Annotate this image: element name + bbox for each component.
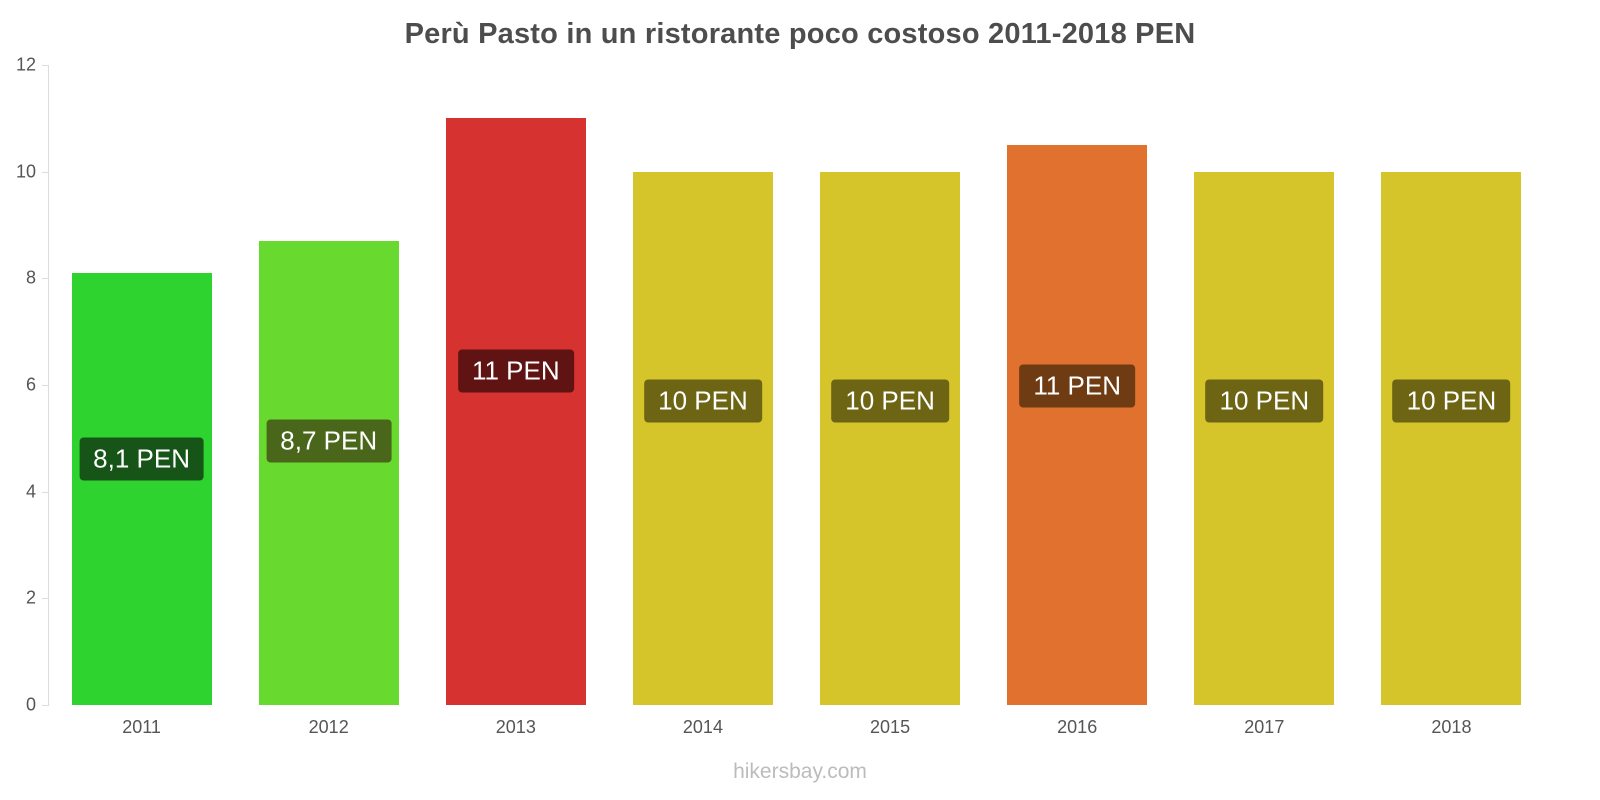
x-axis-label-2012: 2012 xyxy=(308,717,349,737)
bar-value-label-2018: 10 PEN xyxy=(1392,379,1511,423)
bar-slot-2012: 8,7 PEN 2012 xyxy=(235,65,422,737)
y-axis-tick-label: 4 xyxy=(25,481,36,502)
bar-2017: 10 PEN xyxy=(1194,171,1335,705)
y-axis-tick-mark xyxy=(42,278,48,280)
x-axis-label-2015: 2015 xyxy=(870,717,911,737)
bar-slot-2013: 11 PEN 2013 xyxy=(422,65,609,737)
y-axis-tick-label: 2 xyxy=(25,587,36,608)
bar-2014: 10 PEN xyxy=(632,171,773,705)
y-axis-tick-label: 6 xyxy=(25,374,36,395)
y-axis-tick-mark xyxy=(42,385,48,386)
bar-value-label-2016: 11 PEN xyxy=(1019,364,1136,408)
bar-2013: 11 PEN xyxy=(445,118,586,705)
x-axis-label-2014: 2014 xyxy=(682,717,723,737)
bar-2015: 10 PEN xyxy=(820,171,961,705)
plot-area: 8,1 PEN 2011 8,7 PEN 2012 11 PEN 2013 10 PEN 20… xyxy=(48,65,1545,737)
bar-slot-2015: 10 PEN 2015 xyxy=(797,65,984,737)
bar-slot-2014: 10 PEN 2014 xyxy=(609,65,796,737)
bar-slot-2017: 10 PEN 2017 xyxy=(1171,65,1358,737)
x-axis-label-2018: 2018 xyxy=(1431,717,1472,737)
x-axis-label-2017: 2017 xyxy=(1244,717,1285,737)
y-axis-tick-mark xyxy=(42,65,48,66)
y-axis-tick-mark xyxy=(42,705,48,706)
y-axis-tick-mark xyxy=(42,171,48,173)
bar-2018: 10 PEN xyxy=(1381,171,1522,705)
chart-title: Perù Pasto in un ristorante poco costoso… xyxy=(404,18,1196,50)
bar-value-label-2013: 11 PEN xyxy=(457,349,574,393)
bar-value-label-2012: 8,7 PEN xyxy=(266,419,392,463)
bar-slot-2011: 8,1 PEN 2011 xyxy=(48,65,235,737)
x-axis-label-2011: 2011 xyxy=(122,717,161,737)
bar-value-label-2014: 10 PEN xyxy=(644,379,762,423)
y-axis-tick-label: 0 xyxy=(25,694,36,715)
y-axis-line xyxy=(48,65,49,706)
watermark: hikersbay.com xyxy=(733,760,867,783)
bar-value-label-2017: 10 PEN xyxy=(1205,379,1324,423)
bar-2012: 8,7 PEN xyxy=(258,241,399,705)
bar-slot-2016: 11 PEN 2016 xyxy=(984,65,1171,737)
y-axis-tick-mark xyxy=(42,598,48,600)
y-axis: 0 2 4 6 8 10 12 xyxy=(0,55,40,715)
y-axis-tick-label: 10 xyxy=(15,161,36,182)
bar-2011: 8,1 PEN xyxy=(71,273,212,705)
bar-2016: 11 PEN xyxy=(1007,145,1148,705)
y-axis-tick-label: 8 xyxy=(25,267,36,288)
y-axis-tick-label: 12 xyxy=(15,54,36,75)
bar-slot-2018: 10 PEN 2018 xyxy=(1358,65,1545,737)
x-axis-label-2013: 2013 xyxy=(495,717,536,737)
y-axis-tick-mark xyxy=(42,491,48,493)
bar-value-label-2015: 10 PEN xyxy=(831,379,949,423)
x-axis-label-2016: 2016 xyxy=(1057,717,1098,737)
bar-value-label-2011: 8,1 PEN xyxy=(79,437,204,481)
